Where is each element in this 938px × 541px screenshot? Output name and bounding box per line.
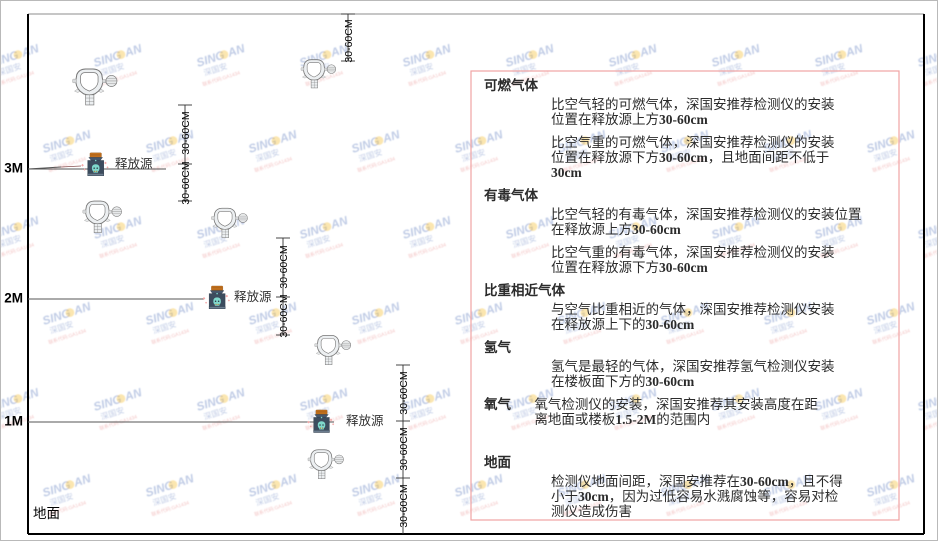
svg-text:30-60CM: 30-60CM xyxy=(278,245,290,288)
svg-text:30-60CM: 30-60CM xyxy=(343,19,355,62)
svg-text:30-60CM: 30-60CM xyxy=(180,161,192,204)
svg-text:释放源: 释放源 xyxy=(234,289,272,304)
svg-text:释放源: 释放源 xyxy=(115,156,153,171)
svg-text:30-60CM: 30-60CM xyxy=(398,484,410,527)
svg-text:30-60CM: 30-60CM xyxy=(278,294,290,337)
svg-text:2M: 2M xyxy=(4,291,23,306)
svg-text:地面: 地面 xyxy=(33,506,60,521)
svg-text:释放源: 释放源 xyxy=(346,413,384,428)
svg-text:30-60CM: 30-60CM xyxy=(180,111,192,154)
svg-text:1M: 1M xyxy=(4,414,23,429)
svg-text:30-60CM: 30-60CM xyxy=(398,371,410,414)
svg-text:3M: 3M xyxy=(4,161,23,176)
svg-text:30-60CM: 30-60CM xyxy=(398,427,410,470)
